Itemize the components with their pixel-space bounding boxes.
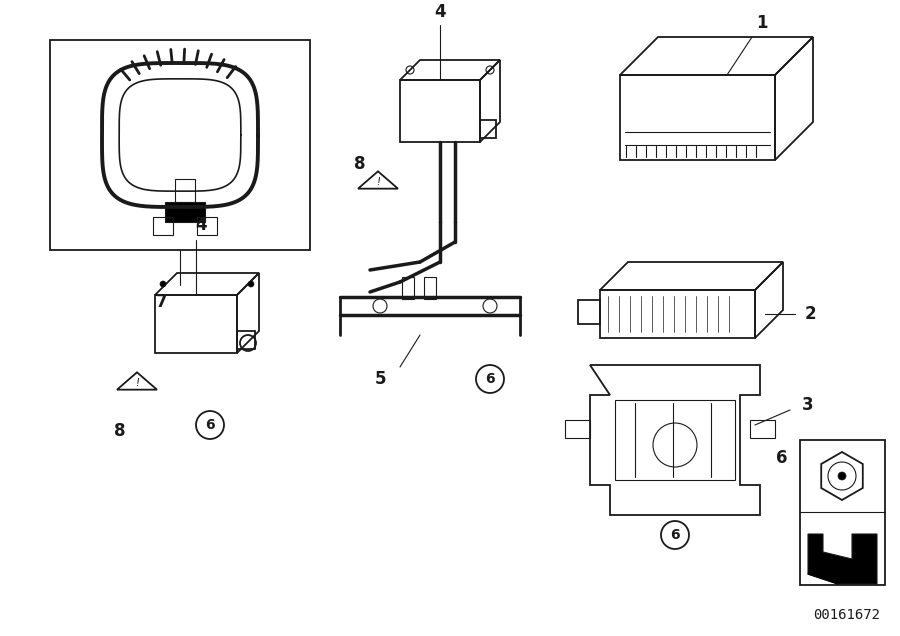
Text: 8: 8 xyxy=(114,422,126,440)
Text: 4: 4 xyxy=(434,3,446,21)
Text: 3: 3 xyxy=(802,396,814,414)
Bar xyxy=(620,75,775,160)
Bar xyxy=(153,217,173,235)
Polygon shape xyxy=(808,534,877,584)
Bar xyxy=(400,80,480,142)
Bar xyxy=(197,217,217,235)
Bar xyxy=(424,277,436,299)
Bar xyxy=(175,179,195,202)
Bar xyxy=(155,295,237,353)
Text: 6: 6 xyxy=(776,449,788,467)
Bar xyxy=(750,420,775,438)
Circle shape xyxy=(248,281,254,287)
Bar xyxy=(165,202,205,222)
Bar xyxy=(800,440,885,585)
Text: 6: 6 xyxy=(205,418,215,432)
Text: 5: 5 xyxy=(374,370,386,388)
Bar xyxy=(480,120,496,138)
Circle shape xyxy=(160,281,166,287)
Text: 6: 6 xyxy=(485,372,495,386)
Bar xyxy=(402,277,414,299)
Text: !: ! xyxy=(135,378,139,388)
Bar xyxy=(50,40,310,250)
Text: !: ! xyxy=(376,177,380,187)
Bar xyxy=(237,331,255,349)
Text: 1: 1 xyxy=(756,14,768,32)
Circle shape xyxy=(838,472,846,480)
Bar xyxy=(600,290,755,338)
Text: 8: 8 xyxy=(355,155,365,173)
Text: 4: 4 xyxy=(195,216,207,234)
Text: 2: 2 xyxy=(805,305,815,323)
Text: 6: 6 xyxy=(670,528,680,542)
Bar xyxy=(578,300,600,324)
Bar xyxy=(565,420,590,438)
Text: 00161672: 00161672 xyxy=(814,608,880,622)
Text: 7: 7 xyxy=(157,293,167,311)
